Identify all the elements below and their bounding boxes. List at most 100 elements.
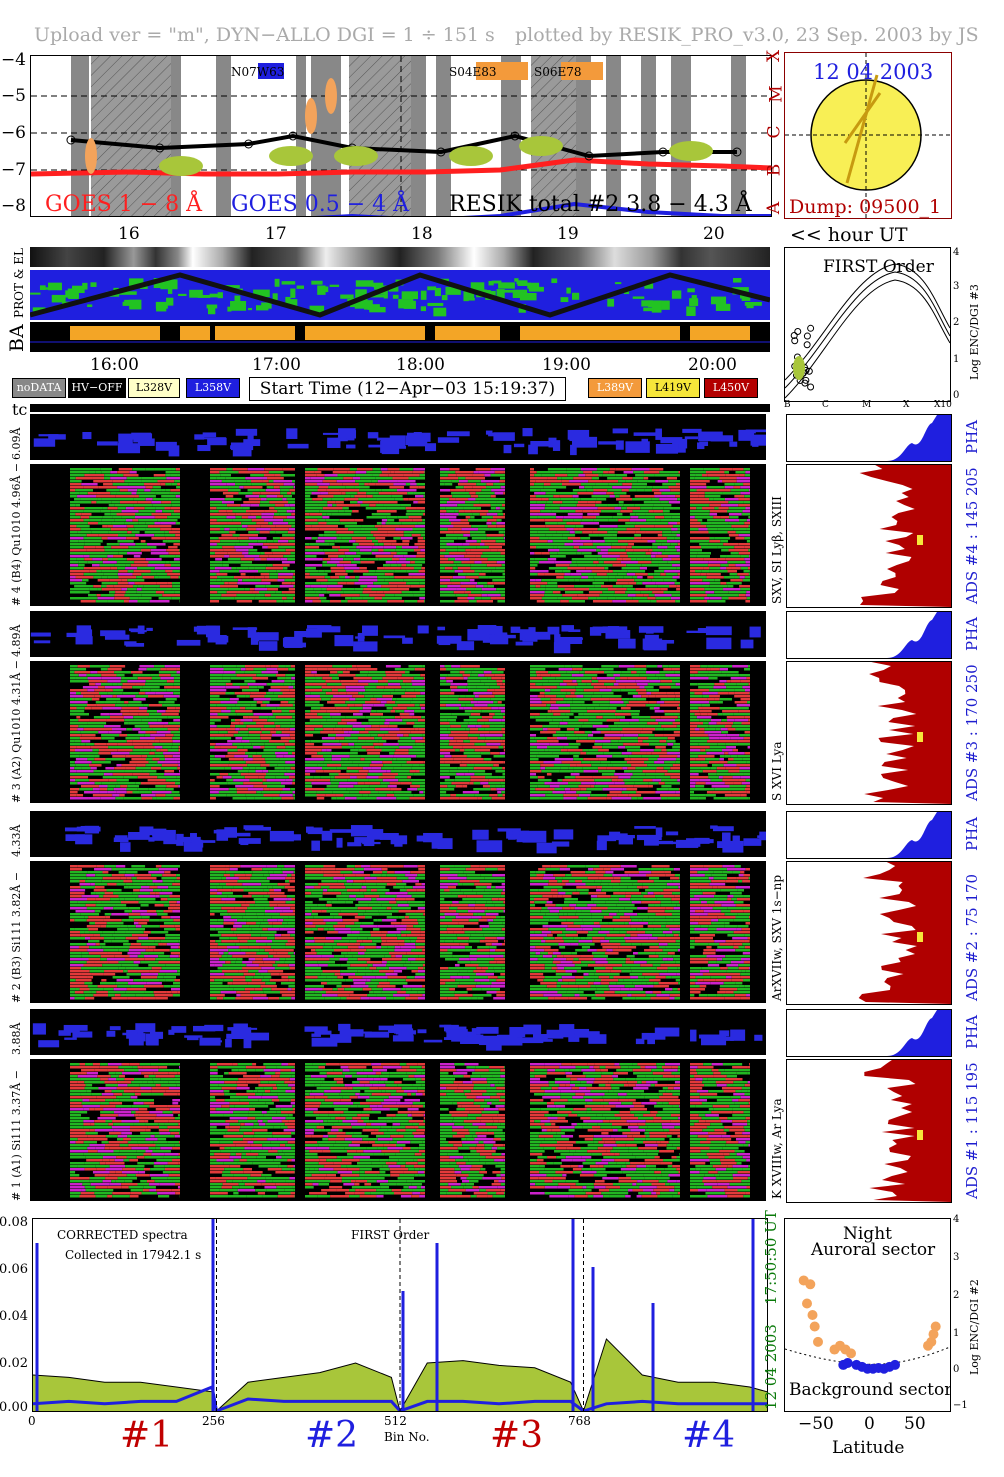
spec-pixel [664,773,680,776]
spec-pixel [736,477,750,480]
spec-pixel [678,704,680,707]
spec-pixel [578,794,591,797]
spec-pixel [440,776,450,779]
spec-pixel [659,740,667,743]
spec-pixel [138,731,146,734]
spec-pixel [709,597,722,600]
spec-pixel [530,558,535,561]
spec-pixel [219,471,239,474]
spec-pixel [546,704,551,707]
spec-pixel [447,785,456,788]
spec-pixel [127,489,138,492]
spec-pixel [111,546,129,549]
spec-pixel [70,689,88,692]
spec-pixel [739,474,745,477]
spec-pixel [530,576,541,579]
spec-pixel [80,743,86,746]
spec-pixel [651,558,663,561]
spec-pixel [635,474,655,477]
pha-pixel [380,439,398,444]
spec-pixel [488,719,502,722]
spec-pixel [276,746,286,749]
spec-pixel [305,668,313,671]
spec-pixel [440,671,451,674]
spec-pixel [133,719,142,722]
spec-pixel [530,788,536,791]
spec-pixel [664,761,676,764]
spec-pixel [289,504,295,507]
spec-pixel [485,477,500,480]
spec-pixel [275,776,290,779]
spec-pixel [123,716,134,719]
spec-pixel [369,486,379,489]
spec-pixel [407,552,417,555]
spec-pixel [247,764,261,767]
spec-pixel [102,507,108,510]
pha-pixel [528,627,536,634]
spec-pixel [703,558,718,561]
spec-pixel [402,680,412,683]
spec-pixel [617,779,624,782]
spec-pixel [440,698,459,701]
spec-pixel [654,594,672,597]
spec-pixel [704,492,723,495]
spec-pixel [611,689,621,692]
spec-pixel [94,737,102,740]
spec-pixel [382,564,391,567]
spec-pixel [312,785,327,788]
spec-pixel [234,546,254,549]
spec-pixel [669,585,677,588]
spec-pixel [484,674,495,677]
spec-pixel [440,713,452,716]
spec-pixel [165,788,174,791]
spec-pixel [405,689,415,692]
spec-pixel [280,701,289,704]
spec-pixel [690,507,697,510]
prot-pixel [383,290,388,299]
resik-point [155,143,165,153]
spec-pixel [336,537,342,540]
spec-pixel [288,588,295,591]
spec-pixel [544,507,560,510]
spec-pixel [305,665,325,668]
spec-pixel [263,725,276,728]
spec-pixel [281,582,292,585]
spec-pixel [415,555,425,558]
spec-pixel [740,486,750,489]
spec-pixel [615,710,623,713]
spec-pixel [585,567,605,570]
spec-pixel [349,671,360,674]
spec-pixel [556,701,567,704]
spec-pixel [467,597,475,600]
spec-pixel [397,489,417,492]
spec-pixel [252,471,269,474]
spec-pixel [628,701,649,704]
spec-pixel [595,501,602,504]
spec-pixel [291,677,295,680]
spec-pixel [500,486,505,489]
spec-pixel [279,719,293,722]
spec-pixel [127,588,137,591]
spec-pixel [424,600,425,603]
spec-pixel [690,501,709,504]
spec-pixel [606,758,619,761]
spec-pixel [321,737,336,740]
spec-pixel [305,468,318,471]
spec-pixel [326,588,342,591]
spec-pixel [416,483,425,486]
spec-pixel [291,492,295,495]
spec-pixel [387,531,404,534]
spec-pixel [623,504,635,507]
spec-pixel [344,498,359,501]
spec-pixel [387,680,403,683]
spec-pixel [413,567,422,570]
spec-pixel [371,761,383,764]
spec-pixel [251,480,263,483]
spec-pixel [159,686,165,689]
spec-pixel [398,779,411,782]
spec-pixel [623,779,644,782]
spec-pixel [245,573,261,576]
spec-pixel [264,594,271,597]
pha-pixel [381,442,400,455]
spec-pixel [114,564,126,567]
